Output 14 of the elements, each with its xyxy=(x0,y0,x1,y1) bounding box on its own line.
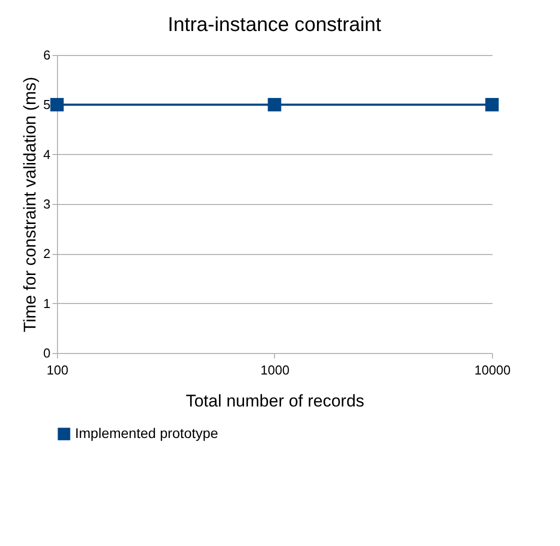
x-axis-title: Total number of records xyxy=(186,392,364,410)
y-tick-label: 0 xyxy=(43,346,50,360)
x-tick-label: 100 xyxy=(46,362,68,378)
legend-label: Implemented prototype xyxy=(75,425,218,441)
y-tick-label: 4 xyxy=(43,146,50,162)
y-tick-label: 2 xyxy=(43,246,50,262)
x-tick-label: 10000 xyxy=(474,362,511,378)
y-tick-label: 3 xyxy=(43,196,50,212)
y-tick-label: 5 xyxy=(43,97,50,112)
y-tick-label: 6 xyxy=(43,48,50,62)
chart-title: Intra-instance constraint xyxy=(168,14,382,36)
x-tick-label: 1000 xyxy=(260,362,290,378)
y-axis-title: Time for constraint validation (ms) xyxy=(20,76,40,332)
y-tick-label: 1 xyxy=(43,296,50,311)
